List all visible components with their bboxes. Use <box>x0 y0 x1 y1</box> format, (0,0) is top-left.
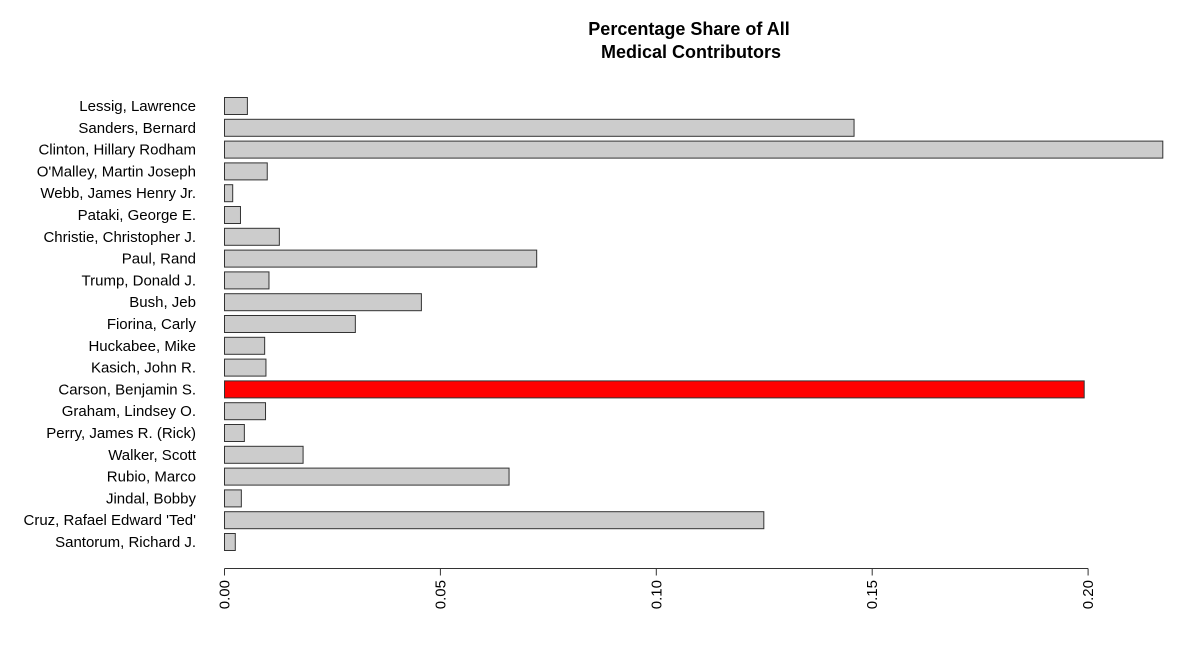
category-label: Perry, James R. (Rick) <box>46 425 196 442</box>
bar <box>224 227 280 246</box>
x-tick-label: 0.05 <box>432 580 449 609</box>
x-tick-label: 0.15 <box>864 580 881 609</box>
category-label: Pataki, George E. <box>78 207 196 224</box>
category-label: Huckabee, Mike <box>88 338 196 355</box>
category-label: Sanders, Bernard <box>78 120 196 137</box>
bar <box>224 97 248 115</box>
bar <box>224 271 270 290</box>
bar <box>224 162 268 181</box>
category-label: Santorum, Richard J. <box>55 534 196 551</box>
category-label: Bush, Jeb <box>129 294 196 311</box>
bar <box>224 467 510 486</box>
category-label: Christie, Christopher J. <box>43 229 196 246</box>
bar <box>224 424 245 442</box>
category-label: Webb, James Henry Jr. <box>40 185 196 202</box>
category-label: Rubio, Marco <box>107 469 196 486</box>
x-tick-label: 0.10 <box>648 580 665 609</box>
bar <box>224 380 1085 399</box>
chart-title-line-1: Percentage Share of All <box>588 19 789 39</box>
category-label: Carson, Benjamin S. <box>58 381 196 398</box>
category-label: Trump, Donald J. <box>82 272 197 289</box>
chart-title-line-2: Medical Contributors <box>601 42 781 62</box>
category-labels-group: Lessig, Lawrence Sanders, Bernard Clinton,… <box>24 98 197 551</box>
x-tick-label: 0.20 <box>1080 580 1097 609</box>
category-label: Jindal, Bobby <box>106 490 197 507</box>
category-label: Clinton, Hillary Rodham <box>38 142 196 159</box>
bar <box>224 206 241 224</box>
bar <box>224 118 855 137</box>
category-label: Walker, Scott <box>108 447 197 464</box>
bar <box>224 511 765 530</box>
category-label: Fiorina, Carly <box>107 316 197 333</box>
bar <box>224 315 356 333</box>
bar <box>224 489 242 508</box>
bars-group <box>224 97 1164 551</box>
bar <box>224 140 1164 159</box>
bar <box>224 402 267 421</box>
bar <box>224 358 267 377</box>
bar <box>224 293 422 312</box>
x-tick-label: 0.00 <box>217 580 234 609</box>
category-label: Lessig, Lawrence <box>79 98 196 115</box>
category-label: Kasich, John R. <box>91 360 196 377</box>
bar <box>224 184 234 203</box>
category-label: Graham, Lindsey O. <box>62 403 196 420</box>
category-label: Cruz, Rafael Edward 'Ted' <box>24 512 197 529</box>
bar <box>224 336 266 355</box>
bar <box>224 249 538 268</box>
x-axis: 0.00 0.05 0.10 0.15 0.20 <box>217 568 1097 609</box>
category-label: O'Malley, Martin Joseph <box>37 163 196 180</box>
category-label: Paul, Rand <box>122 251 196 268</box>
bar <box>224 445 304 464</box>
bar <box>224 533 236 551</box>
